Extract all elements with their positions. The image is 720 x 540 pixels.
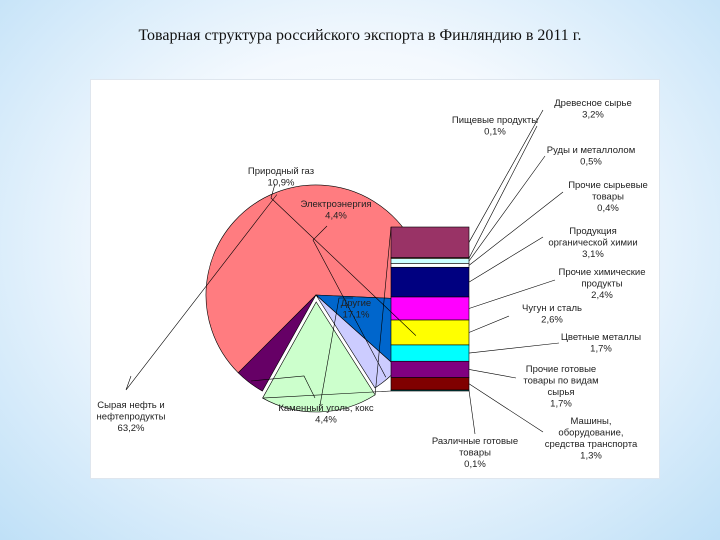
leader-line-прочие-готовые-товары-по-видам-сырья [468,369,517,379]
pie-label-электроэнергия: Электроэнергия 4,4% [300,199,371,222]
pie-label-другие-line: Другие [341,298,371,309]
bar-label-машины-оборудование-средства-транспорта-line: Машины, [571,416,612,427]
pie-label-электроэнергия-line: Электроэнергия [300,199,371,210]
leader-line-цветные-металлы [468,342,560,354]
leader-line-руды-и-металлолом [468,155,546,262]
bar-label-прочие-сырьевые-товары-line: товары [592,192,624,203]
connector-line-bottom [262,390,392,399]
bar-label-пищевые-продукты-line: Пищевые продукты [452,115,538,126]
leader-line-природный-газ [270,183,417,336]
bar-label-прочие-готовые-товары-по-видам-сырья-line: Прочие готовые [526,364,596,375]
bar-label-прочие-химические-продукты-line: 2,4% [591,290,613,301]
bar-segment-прочие-сырьевые-товары [390,263,470,268]
pie-slice-другие [262,301,376,413]
bar-label-машины-оборудование-средства-транспорта: Машины, оборудование, средства транспорта 1… [545,416,638,462]
leader-line-прочие-химические-продукты [468,279,556,309]
bar-label-руды-и-металлолом: Руды и металлолом 0,5% [547,145,636,168]
leader-line-продукция-органической-химии [468,236,544,283]
bar-segment-древесное-сырье [390,226,470,258]
pie-slice-каменный-уголь-кокс [237,294,317,392]
bar-label-продукция-органической-химии-line: 3,1% [582,249,604,260]
bar-label-цветные-металлы-line: Цветные металлы [561,332,641,343]
bar-label-машины-оборудование-средства-транспорта-line: 1,3% [580,451,602,462]
bar-segment-прочие-химические-продукты [390,296,470,321]
bar-label-руды-и-металлолом-line: 0,5% [580,157,602,168]
bar-label-прочие-готовые-товары-по-видам-сырья-line: 1,7% [550,399,572,410]
bar-segment-чугун-и-сталь [390,319,470,346]
bar-label-прочие-сырьевые-товары-line: Прочие сырьевые [568,180,648,191]
leader-line-древесное-сырье [468,109,544,243]
leader-line-различные-готовые-товары [468,390,476,435]
bar-label-различные-готовые-товары-line: Различные готовые [432,436,518,447]
pie-label-каменный-уголь-кокс-line: Каменный уголь, кокс [278,403,374,414]
bar-label-пищевые-продукты: Пищевые продукты 0,1% [452,115,538,138]
leader-line-прочие-сырьевые-товары [468,191,564,266]
bar-label-прочие-сырьевые-товары-line: 0,4% [597,203,619,214]
bar-label-прочие-сырьевые-товары: Прочие сырьевые товары 0,4% [568,180,648,214]
leader-line-другие [318,297,353,410]
bar-label-древесное-сырье-line: 3,2% [582,110,604,121]
bar-label-прочие-готовые-товары-по-видам-сырья-line: товары по видам [523,376,598,387]
leader-line-машины-оборудование-средства-транспорта [468,383,544,433]
bar-label-машины-оборудование-средства-транспорта-line: средства транспорта [545,439,638,450]
pie-label-другие: Другие 17,1% [341,298,371,321]
pie-label-каменный-уголь-кокс-line: 4,4% [315,415,337,426]
connector-line-top [374,226,392,395]
bar-label-прочие-готовые-товары-по-видам-сырья-line: сырья [548,387,575,398]
bar-segment-машины-оборудование-средства-транспорта [390,377,470,391]
bar-label-прочие-готовые-товары-по-видам-сырья: Прочие готовые товары по видам сырья 1,7% [523,364,598,410]
bar-label-прочие-химические-продукты-line: Прочие химические [559,267,646,278]
pie-label-природный-газ: Природный газ 10,9% [248,166,314,189]
bar-label-древесное-сырье-line: Древесное сырье [554,98,632,109]
bar-label-чугун-и-сталь-line: Чугун и сталь [522,303,582,314]
bar-label-продукция-органической-химии-line: Продукция [569,226,617,237]
bar-label-цветные-металлы: Цветные металлы 1,7% [561,332,641,355]
leader-line-пищевые-продукты [468,125,538,259]
bar-segment-продукция-органической-химии [390,266,470,298]
bar-label-машины-оборудование-средства-транспорта-line: оборудование, [558,428,623,439]
pie-label-сырая-нефть-и-нефтепродукты-line: нефтепродукты [97,412,166,423]
bar-segment-прочие-готовые-товары-по-видам-сырья [390,360,470,378]
leader-line-электроэнергия [312,225,387,378]
bar-label-древесное-сырье: Древесное сырье 3,2% [554,98,632,121]
slide-title: Товарная структура российского экспорта … [138,27,582,44]
leader-line-чугун-и-сталь [468,315,510,333]
pie-label-каменный-уголь-кокс: Каменный уголь, кокс 4,4% [278,403,374,426]
bar-label-различные-готовые-товары-line: 0,1% [464,459,486,470]
bar-segment-руды-и-металлолом [390,258,470,264]
pie-label-электроэнергия-line: 4,4% [325,211,347,222]
leader-line-каменный-уголь-кокс [250,375,316,399]
bar-of-pie-chart: Сырая нефть и нефтепродукты 63,2% Природный… [97,98,648,470]
bar-label-различные-готовые-товары: Различные готовые товары 0,1% [432,436,518,470]
bar-label-цветные-металлы-line: 1,7% [590,344,612,355]
bar-label-руды-и-металлолом-line: Руды и металлолом [547,145,636,156]
bar-label-чугун-и-сталь: Чугун и сталь 2,6% [522,303,582,326]
bar-label-продукция-органической-химии-line: органической химии [548,238,637,249]
bar-segment-различные-готовые-товары [390,389,470,392]
pie-label-сырая-нефть-и-нефтепродукты-line: 63,2% [118,423,145,434]
bar-label-прочие-химические-продукты-line: продукты [581,279,622,290]
bar-label-продукция-органической-химии: Продукция органической химии 3,1% [548,226,637,260]
bar-label-прочие-химические-продукты: Прочие химические продукты 2,4% [559,267,646,301]
pie-label-другие-line: 17,1% [343,310,370,321]
leader-line-сырая-нефть-и-нефтепродукты [125,194,278,391]
chart-panel: Сырая нефть и нефтепродукты 63,2% Природный… [90,79,660,479]
pie-label-природный-газ-line: 10,9% [268,178,295,189]
bar-label-различные-готовые-товары-line: товары [459,448,491,459]
bar-segment-цветные-металлы [390,344,470,362]
pie-label-природный-газ-line: Природный газ [248,166,314,177]
pie-label-сырая-нефть-и-нефтепродукты-line: Сырая нефть и [97,400,164,411]
pie-label-сырая-нефть-и-нефтепродукты: Сырая нефть и нефтепродукты 63,2% [97,400,166,434]
bar-label-пищевые-продукты-line: 0,1% [484,127,506,138]
bar-label-чугун-и-сталь-line: 2,6% [541,315,563,326]
